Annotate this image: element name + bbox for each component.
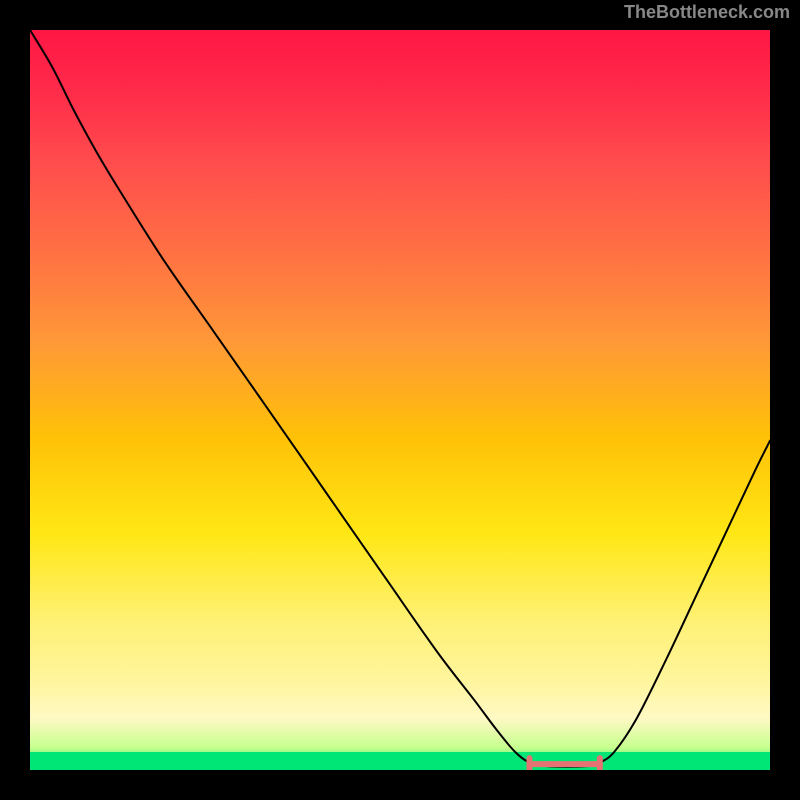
chart-area [30, 30, 770, 770]
chart-bottom-green-band [30, 752, 770, 771]
chart-background-gradient [30, 30, 770, 770]
watermark-text: TheBottleneck.com [624, 2, 790, 23]
